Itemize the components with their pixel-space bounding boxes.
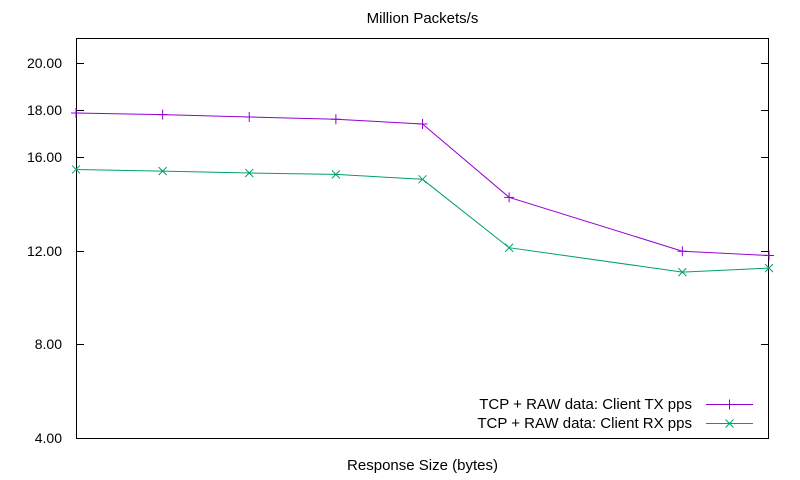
data-point-marker-plus	[677, 246, 688, 257]
chart-title: Million Packets/s	[366, 10, 479, 27]
data-point-marker-cross	[678, 267, 687, 277]
legend-sample-tx	[706, 399, 753, 410]
data-point-marker-cross	[158, 166, 167, 176]
data-point-marker-plus	[330, 114, 341, 125]
data-point-marker-plus	[157, 109, 168, 120]
data-point-marker-cross	[71, 165, 81, 174]
data-point-marker-cross	[764, 263, 774, 273]
data-point-marker-cross	[331, 170, 341, 179]
data-point-marker-plus	[504, 192, 515, 203]
y-tick-label: 12.00	[26, 243, 62, 259]
legend-row: TCP + RAW data: Client RX pps	[477, 414, 753, 433]
data-point-marker-plus	[71, 107, 81, 118]
y-tick-label: 18.00	[26, 102, 62, 118]
legend-row: TCP + RAW data: Client TX pps	[477, 395, 753, 414]
y-tick-label: 16.00	[26, 149, 62, 165]
data-point-marker-cross	[418, 174, 427, 184]
data-point-marker-plus	[417, 118, 428, 129]
data-point-marker-cross	[504, 243, 514, 253]
y-tick-label: 4.00	[34, 430, 62, 446]
legend: TCP + RAW data: Client TX pps TCP + RAW d…	[477, 395, 753, 433]
legend-sample-rx	[706, 419, 753, 428]
y-tick-label: 8.00	[34, 336, 62, 352]
data-point-marker-cross	[244, 168, 254, 178]
series-line-tx	[76, 112, 769, 256]
data-point-marker-plus	[244, 111, 255, 122]
plot-border	[76, 38, 769, 439]
legend-label: TCP + RAW data: Client RX pps	[477, 415, 692, 432]
x-axis-label: Response Size (bytes)	[347, 457, 498, 474]
series-line-rx	[76, 169, 769, 273]
y-tick-label: 20.00	[26, 55, 62, 71]
data-point-marker-plus	[764, 250, 774, 261]
legend-label: TCP + RAW data: Client TX pps	[479, 396, 692, 413]
